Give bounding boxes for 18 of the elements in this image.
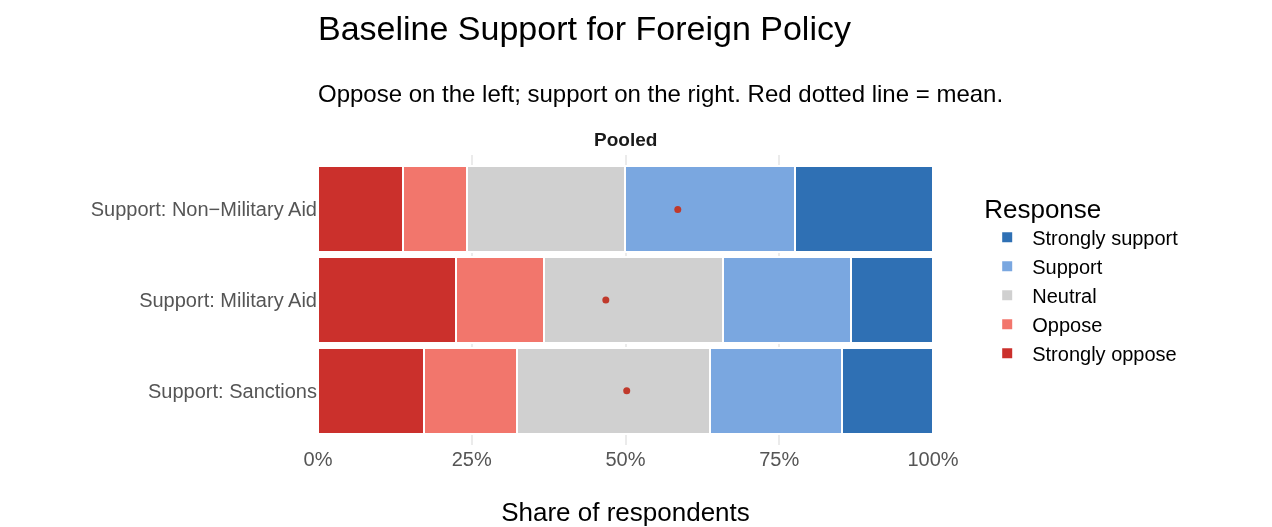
- legend-label: Neutral: [1032, 285, 1097, 308]
- y-tick-label: Support: Military Aid: [139, 289, 317, 311]
- x-tick-label: 100%: [907, 448, 959, 470]
- legend-label: Support: [1032, 256, 1103, 279]
- x-axis-title: Share of respondents: [501, 497, 750, 527]
- x-tick-label: 25%: [451, 448, 492, 470]
- x-tick-label: 75%: [759, 448, 800, 470]
- y-tick-label: Support: Sanctions: [148, 379, 317, 402]
- chart-title: Baseline Support for Foreign Policy: [318, 8, 851, 47]
- legend-label: Strongly oppose: [1032, 343, 1177, 366]
- x-tick-label: 0%: [303, 448, 333, 470]
- chart-subtitle: Oppose on the left; support on the right. Red dotted line = mean.: [318, 79, 1004, 107]
- text: Pooled: [594, 129, 658, 150]
- legend-label: Oppose: [1032, 314, 1103, 337]
- legend-label: Strongly support: [1032, 227, 1179, 250]
- x-tick-label: 50%: [605, 448, 646, 470]
- y-tick-label: Support: Non−Military Aid: [90, 198, 317, 221]
- legend-title: Response: [984, 193, 1102, 224]
